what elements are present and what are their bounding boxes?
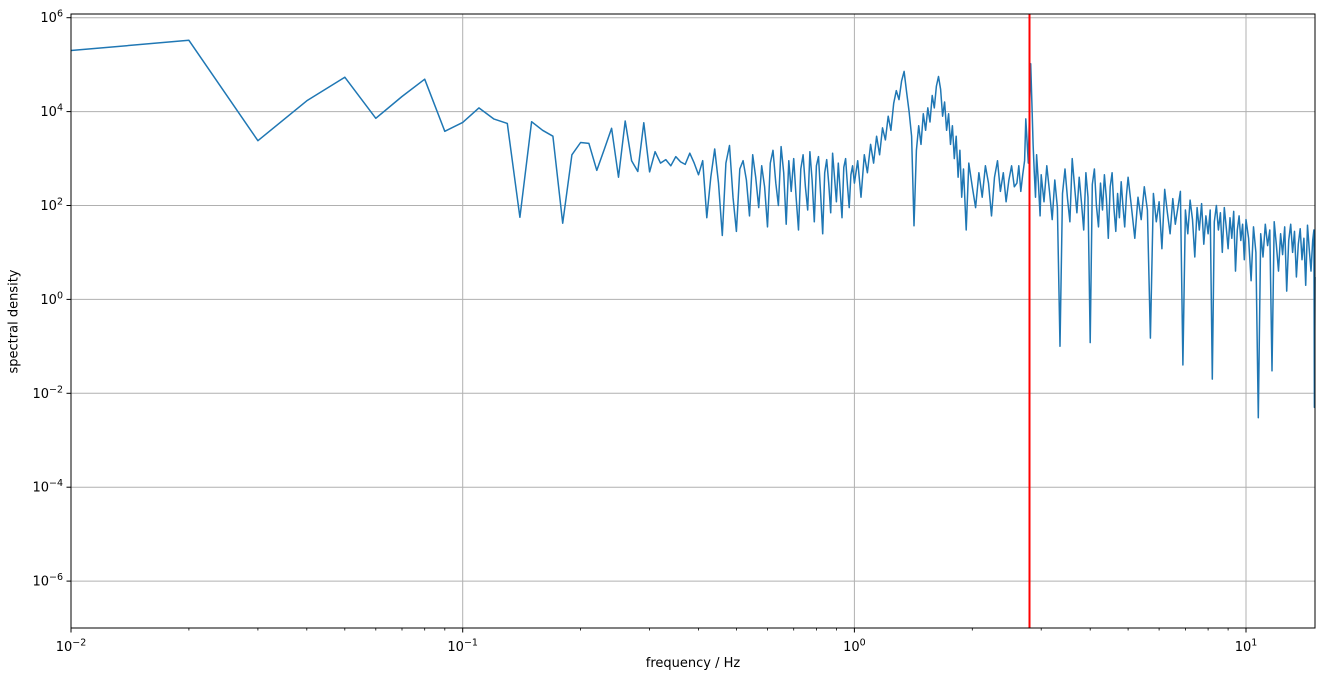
plot-border bbox=[70, 13, 1316, 629]
y-tick-label: 10−4 bbox=[32, 478, 63, 496]
psd-line bbox=[70, 39, 1316, 419]
y-tick-label: 106 bbox=[40, 9, 63, 27]
x-tick-label: 100 bbox=[843, 638, 866, 656]
y-tick-label: 104 bbox=[40, 103, 63, 121]
x-tick-label: 10−1 bbox=[447, 638, 478, 656]
y-tick-label: 102 bbox=[40, 197, 63, 215]
y-tick-label: 10−6 bbox=[32, 572, 63, 590]
y-axis-label: spectral density bbox=[6, 269, 22, 374]
y-tick-label: 100 bbox=[40, 290, 63, 308]
x-axis-label: frequency / Hz bbox=[645, 656, 741, 671]
x-tick-label: 10−2 bbox=[56, 638, 87, 656]
x-tick-label: 101 bbox=[1235, 638, 1258, 656]
y-tick-label: 10−2 bbox=[32, 384, 63, 402]
